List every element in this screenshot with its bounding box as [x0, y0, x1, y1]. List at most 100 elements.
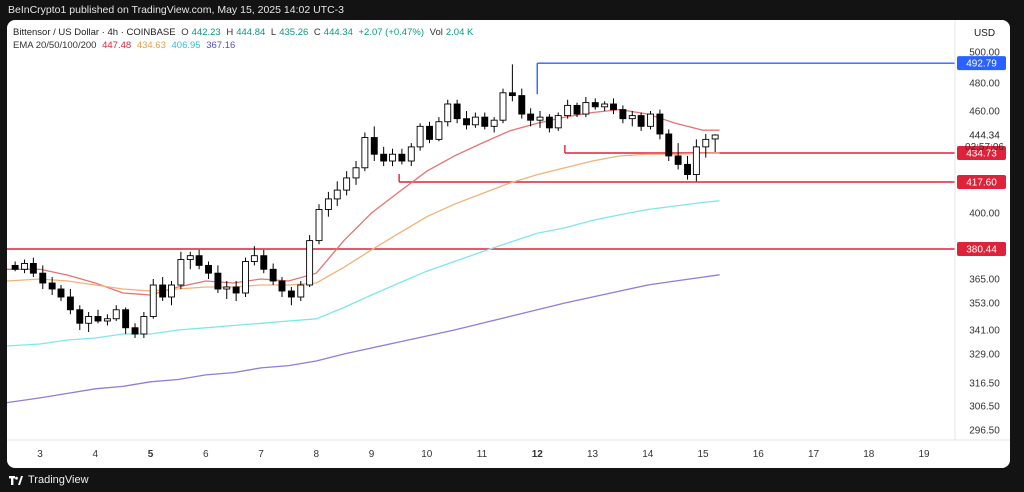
level-label-bg: [957, 242, 1006, 256]
price-axis[interactable]: USD 500.00 480.00 460.00 400.00 365.00 353.00 3…: [954, 20, 1000, 440]
date-tick-label: 11: [477, 449, 488, 460]
candle: [637, 112, 645, 131]
candle-body: [471, 116, 479, 126]
date-tick-label: 6: [203, 449, 209, 460]
candle: [601, 101, 609, 111]
tradingview-logo-icon: [9, 475, 23, 485]
price-tick-label: 500.00: [969, 48, 1000, 59]
candle: [398, 148, 406, 165]
ema100-value: 406.95: [171, 40, 201, 51]
candle-body: [29, 263, 37, 274]
candle-body: [315, 209, 323, 242]
date-tick-label: 13: [587, 449, 599, 460]
candle: [278, 277, 286, 297]
change-value: +2.07 (+0.47%): [358, 27, 425, 38]
currency-label: USD: [974, 28, 995, 39]
candle-body: [177, 259, 185, 286]
candle-body: [297, 284, 305, 298]
candle-body: [573, 104, 581, 115]
level-label-bg: [957, 146, 1006, 160]
low-label: L: [270, 27, 277, 38]
candle-body: [159, 284, 167, 298]
candle-body: [656, 113, 664, 135]
ema-label[interactable]: EMA 20/50/100/200: [13, 40, 97, 51]
candle: [453, 99, 461, 124]
candle: [426, 121, 433, 144]
candle: [361, 132, 369, 172]
candle: [573, 102, 581, 118]
ema-line-ema50: [7, 152, 720, 292]
candle-body: [131, 327, 139, 335]
candle: [250, 246, 258, 266]
candle: [343, 171, 351, 196]
candle: [508, 64, 516, 102]
candle-body: [591, 102, 599, 108]
candle: [518, 88, 526, 119]
candle: [94, 309, 102, 324]
symbol-name[interactable]: Bittensor / US Dollar · 4h · COINBASE: [13, 27, 176, 38]
candle: [242, 257, 249, 297]
candle-body: [692, 146, 700, 176]
open-label: O: [181, 27, 189, 38]
candle-body: [665, 133, 673, 157]
candle: [647, 111, 654, 130]
price-tick-label: 296.50: [969, 426, 1000, 437]
ema50-value: 434.63: [136, 40, 166, 51]
price-tick-label: 316.50: [969, 379, 1000, 390]
price-tick-label: 353.00: [969, 299, 1000, 310]
date-tick-label: 15: [697, 449, 709, 460]
open-value: 442.23: [191, 27, 221, 38]
candle: [490, 117, 498, 133]
time-axis[interactable]: 3 4 5 6 7 8 9 10 11 12 13 14 15 16 17 18 19: [7, 439, 1010, 460]
candle: [66, 289, 74, 315]
candle-body: [527, 113, 535, 121]
ema-line-ema100: [7, 200, 720, 347]
candle-body: [122, 309, 130, 329]
candle: [324, 191, 332, 217]
candle-body: [610, 103, 617, 111]
candle-body: [140, 316, 148, 335]
candle-body: [398, 153, 406, 162]
level-price-label: 380.44: [957, 242, 1006, 256]
candle: [76, 305, 84, 330]
candle-body: [250, 255, 258, 262]
level-label-text: 417.60: [966, 178, 997, 189]
candle: [39, 265, 47, 289]
price-tick-label: 480.00: [969, 79, 1000, 90]
ema-line-ema200: [7, 274, 720, 404]
candle-body: [223, 286, 231, 290]
close-value: 444.34: [323, 27, 353, 38]
candle-body: [518, 95, 526, 115]
price-tick-label: 400.00: [969, 209, 1000, 220]
candle-body: [361, 137, 369, 169]
candle-body: [260, 255, 268, 270]
candle-body: [508, 92, 516, 97]
chart-panel[interactable]: USD 500.00 480.00 460.00 400.00 365.00 353.00 3…: [7, 20, 1010, 468]
close-label: C: [313, 27, 321, 38]
price-tick-label: 306.50: [969, 402, 1000, 413]
candle: [619, 105, 627, 124]
ema-row: EMA 20/50/100/200 447.48 434.63 406.95 3…: [13, 39, 476, 52]
candle-body: [380, 153, 388, 162]
candle: [527, 108, 535, 127]
publisher-text: BeInCrypto1 published on TradingView.com…: [8, 4, 344, 16]
level-label-text: 492.79: [966, 59, 997, 70]
candle: [352, 161, 360, 185]
high-label: H: [226, 27, 234, 38]
candle-body: [214, 272, 222, 290]
candle: [463, 111, 470, 130]
candle: [21, 259, 28, 274]
candle: [159, 277, 167, 301]
candle-body: [287, 290, 295, 298]
candlestick-chart[interactable]: USD 500.00 480.00 460.00 400.00 365.00 353.00 3…: [7, 20, 1010, 468]
candle: [444, 99, 452, 127]
candle: [306, 235, 314, 287]
candle: [232, 281, 240, 301]
candle: [48, 277, 56, 295]
low-value: 435.26: [279, 27, 309, 38]
tradingview-logo[interactable]: TradingView: [9, 474, 89, 486]
candle: [545, 114, 553, 133]
candle: [435, 117, 443, 142]
